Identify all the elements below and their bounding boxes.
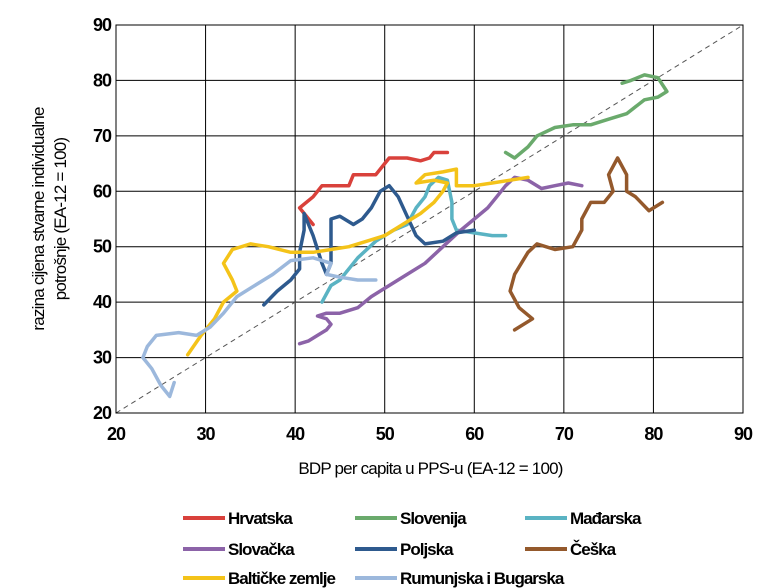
y-tick-label: 30 [93,348,112,368]
y-axis-title-line-2: potrošnje (EA-12 = 100) [51,138,70,301]
legend-label: Slovenija [400,509,467,528]
y-tick-label: 90 [93,15,112,35]
series-line-1 [297,150,450,227]
x-tick-label: 30 [197,424,216,444]
y-axis-title-line-1: razina cijena stvarne individualne [29,107,48,331]
legend-label: Češka [570,540,617,559]
x-tick-label: 20 [107,424,126,444]
series-line-5 [262,183,477,307]
x-axis-title: BDP per capita u PPS-u (EA-12 = 100) [298,459,562,478]
y-tick-label: 70 [93,126,112,146]
y-tick-label: 60 [93,181,112,201]
y-tick-label: 20 [93,403,112,423]
y-axis-ticks: 20 30 40 50 60 70 80 90 [93,15,113,423]
x-tick-label: 90 [734,424,753,444]
x-tick-label: 60 [465,424,484,444]
series-line-4 [297,175,584,346]
series-line-2 [503,73,669,160]
x-tick-label: 40 [286,424,305,444]
series-line-8 [141,256,378,399]
legend: Hrvatska Slovenija Mađarska Slovačka Poljska… [183,509,643,588]
legend-label: Hrvatska [228,509,293,528]
x-tick-label: 70 [555,424,574,444]
legend-label: Poljska [400,540,454,559]
y-tick-label: 50 [93,237,112,257]
x-axis-ticks: 20 30 40 50 60 70 80 90 [107,424,754,444]
series-line-7 [185,167,530,357]
series-line-6 [508,156,665,332]
legend-label: Mađarska [570,509,642,528]
y-tick-label: 40 [93,292,112,312]
series-line-3 [320,175,508,304]
series-layer [141,73,669,399]
x-tick-label: 80 [644,424,663,444]
legend-label: Slovačka [228,540,295,559]
grid [115,24,744,414]
legend-label: Baltičke zemlje [228,569,335,588]
plot-frame [115,24,744,414]
x-tick-label: 50 [376,424,395,444]
reference-diagonal-line [115,24,744,414]
legend-label: Rumunjska i Bugarska [400,569,565,588]
y-tick-label: 80 [93,70,112,90]
